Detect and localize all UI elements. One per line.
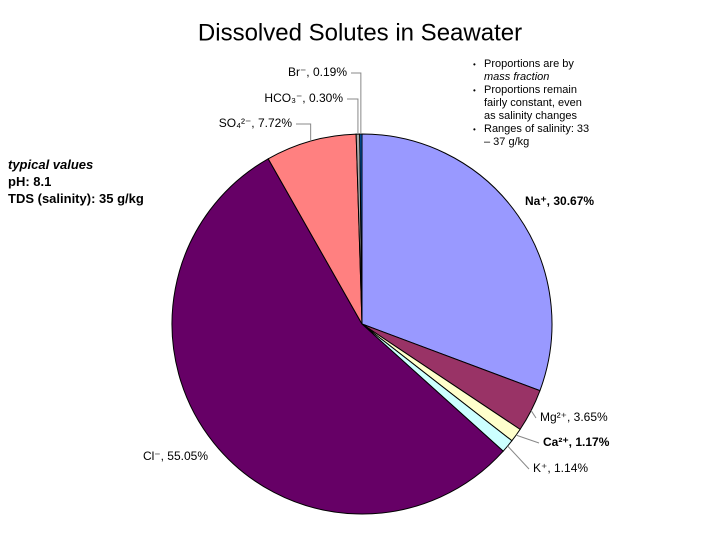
data-label: Cl⁻, 55.05% bbox=[143, 449, 208, 463]
leader-line bbox=[515, 434, 540, 444]
bullet: Proportions remain fairly constant, even… bbox=[472, 84, 590, 123]
data-label: Mg²⁺, 3.65% bbox=[540, 410, 608, 424]
leader-line bbox=[351, 72, 362, 135]
notes: typical values pH: 8.1 TDS (salinity): 3… bbox=[8, 156, 144, 207]
data-label: Ca²⁺, 1.17% bbox=[543, 435, 610, 449]
leader-line bbox=[347, 98, 359, 135]
pie-slice bbox=[171, 158, 504, 515]
bullet-emphasis: mass fraction bbox=[484, 71, 550, 83]
chart-title: Dissolved Solutes in Seawater bbox=[198, 19, 522, 46]
bullet-text: Proportions remain fairly constant, even… bbox=[484, 84, 582, 122]
bullet-text: Ranges of salinity: 33 – 37 g/kg bbox=[484, 123, 590, 148]
data-label: HCO₃⁻, 0.30% bbox=[264, 91, 343, 105]
note-line: TDS (salinity): 35 g/kg bbox=[8, 191, 144, 206]
leader-line bbox=[507, 445, 530, 470]
bullet: Ranges of salinity: 33 – 37 g/kg bbox=[472, 123, 590, 149]
pie-slice bbox=[267, 133, 363, 325]
bullet-list: Proportions are by mass fraction Proport… bbox=[472, 58, 590, 149]
leader-line bbox=[530, 410, 537, 419]
pie-slice bbox=[361, 133, 553, 392]
data-label: Br⁻, 0.19% bbox=[288, 65, 347, 79]
data-label: SO₄²⁻, 7.72% bbox=[219, 116, 293, 130]
note-line: pH: 8.1 bbox=[8, 174, 52, 189]
leader-line bbox=[296, 123, 312, 142]
bullet-text: Proportions are by bbox=[484, 58, 574, 70]
data-label: Na⁺, 30.67% bbox=[525, 194, 594, 208]
data-label: K⁺, 1.14% bbox=[533, 461, 588, 475]
bullet: Proportions are by mass fraction bbox=[472, 58, 590, 84]
notes-heading: typical values bbox=[8, 157, 94, 172]
pie-slice bbox=[359, 133, 363, 325]
